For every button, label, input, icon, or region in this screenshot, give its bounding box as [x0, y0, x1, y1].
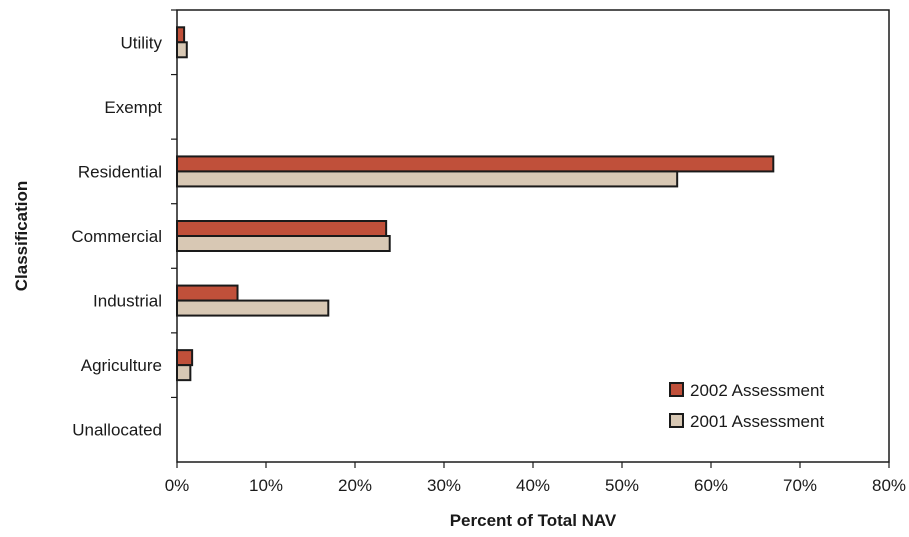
legend-label-2002: 2002 Assessment — [690, 381, 824, 400]
category-label: Utility — [120, 33, 162, 52]
category-label: Exempt — [104, 98, 162, 117]
bar-2002 — [176, 349, 194, 367]
bar-2001 — [176, 170, 679, 188]
plot-area — [176, 9, 890, 463]
x-tick-label: 50% — [605, 476, 639, 495]
category-label: Unallocated — [72, 421, 162, 440]
legend-label-2001: 2001 Assessment — [690, 412, 824, 431]
x-tick-label: 20% — [338, 476, 372, 495]
bar-2002 — [176, 284, 239, 302]
x-tick-label: 60% — [694, 476, 728, 495]
bar-2001 — [176, 364, 192, 382]
bar-2002 — [176, 26, 186, 44]
x-tick-label: 30% — [427, 476, 461, 495]
bar-2002 — [176, 155, 775, 173]
bar-2001 — [176, 299, 330, 317]
category-label: Agriculture — [81, 356, 162, 375]
legend: 2002 Assessment 2001 Assessment — [669, 381, 824, 431]
x-tick-label: 80% — [872, 476, 906, 495]
category-label: Commercial — [71, 227, 162, 246]
category-label: Industrial — [93, 292, 162, 311]
category-label: Residential — [78, 162, 162, 181]
x-tick-label: 40% — [516, 476, 550, 495]
x-axis-title: Percent of Total NAV — [450, 511, 617, 530]
legend-swatch-2002 — [669, 382, 684, 397]
bar-2001 — [176, 235, 391, 252]
x-tick-label: 0% — [165, 476, 190, 495]
bar-2001 — [176, 41, 188, 59]
y-axis-title: Classification — [12, 181, 31, 292]
legend-swatch-2001 — [669, 413, 684, 428]
x-tick-label: 70% — [783, 476, 817, 495]
x-tick-label: 10% — [249, 476, 283, 495]
bar-2002 — [176, 220, 388, 237]
